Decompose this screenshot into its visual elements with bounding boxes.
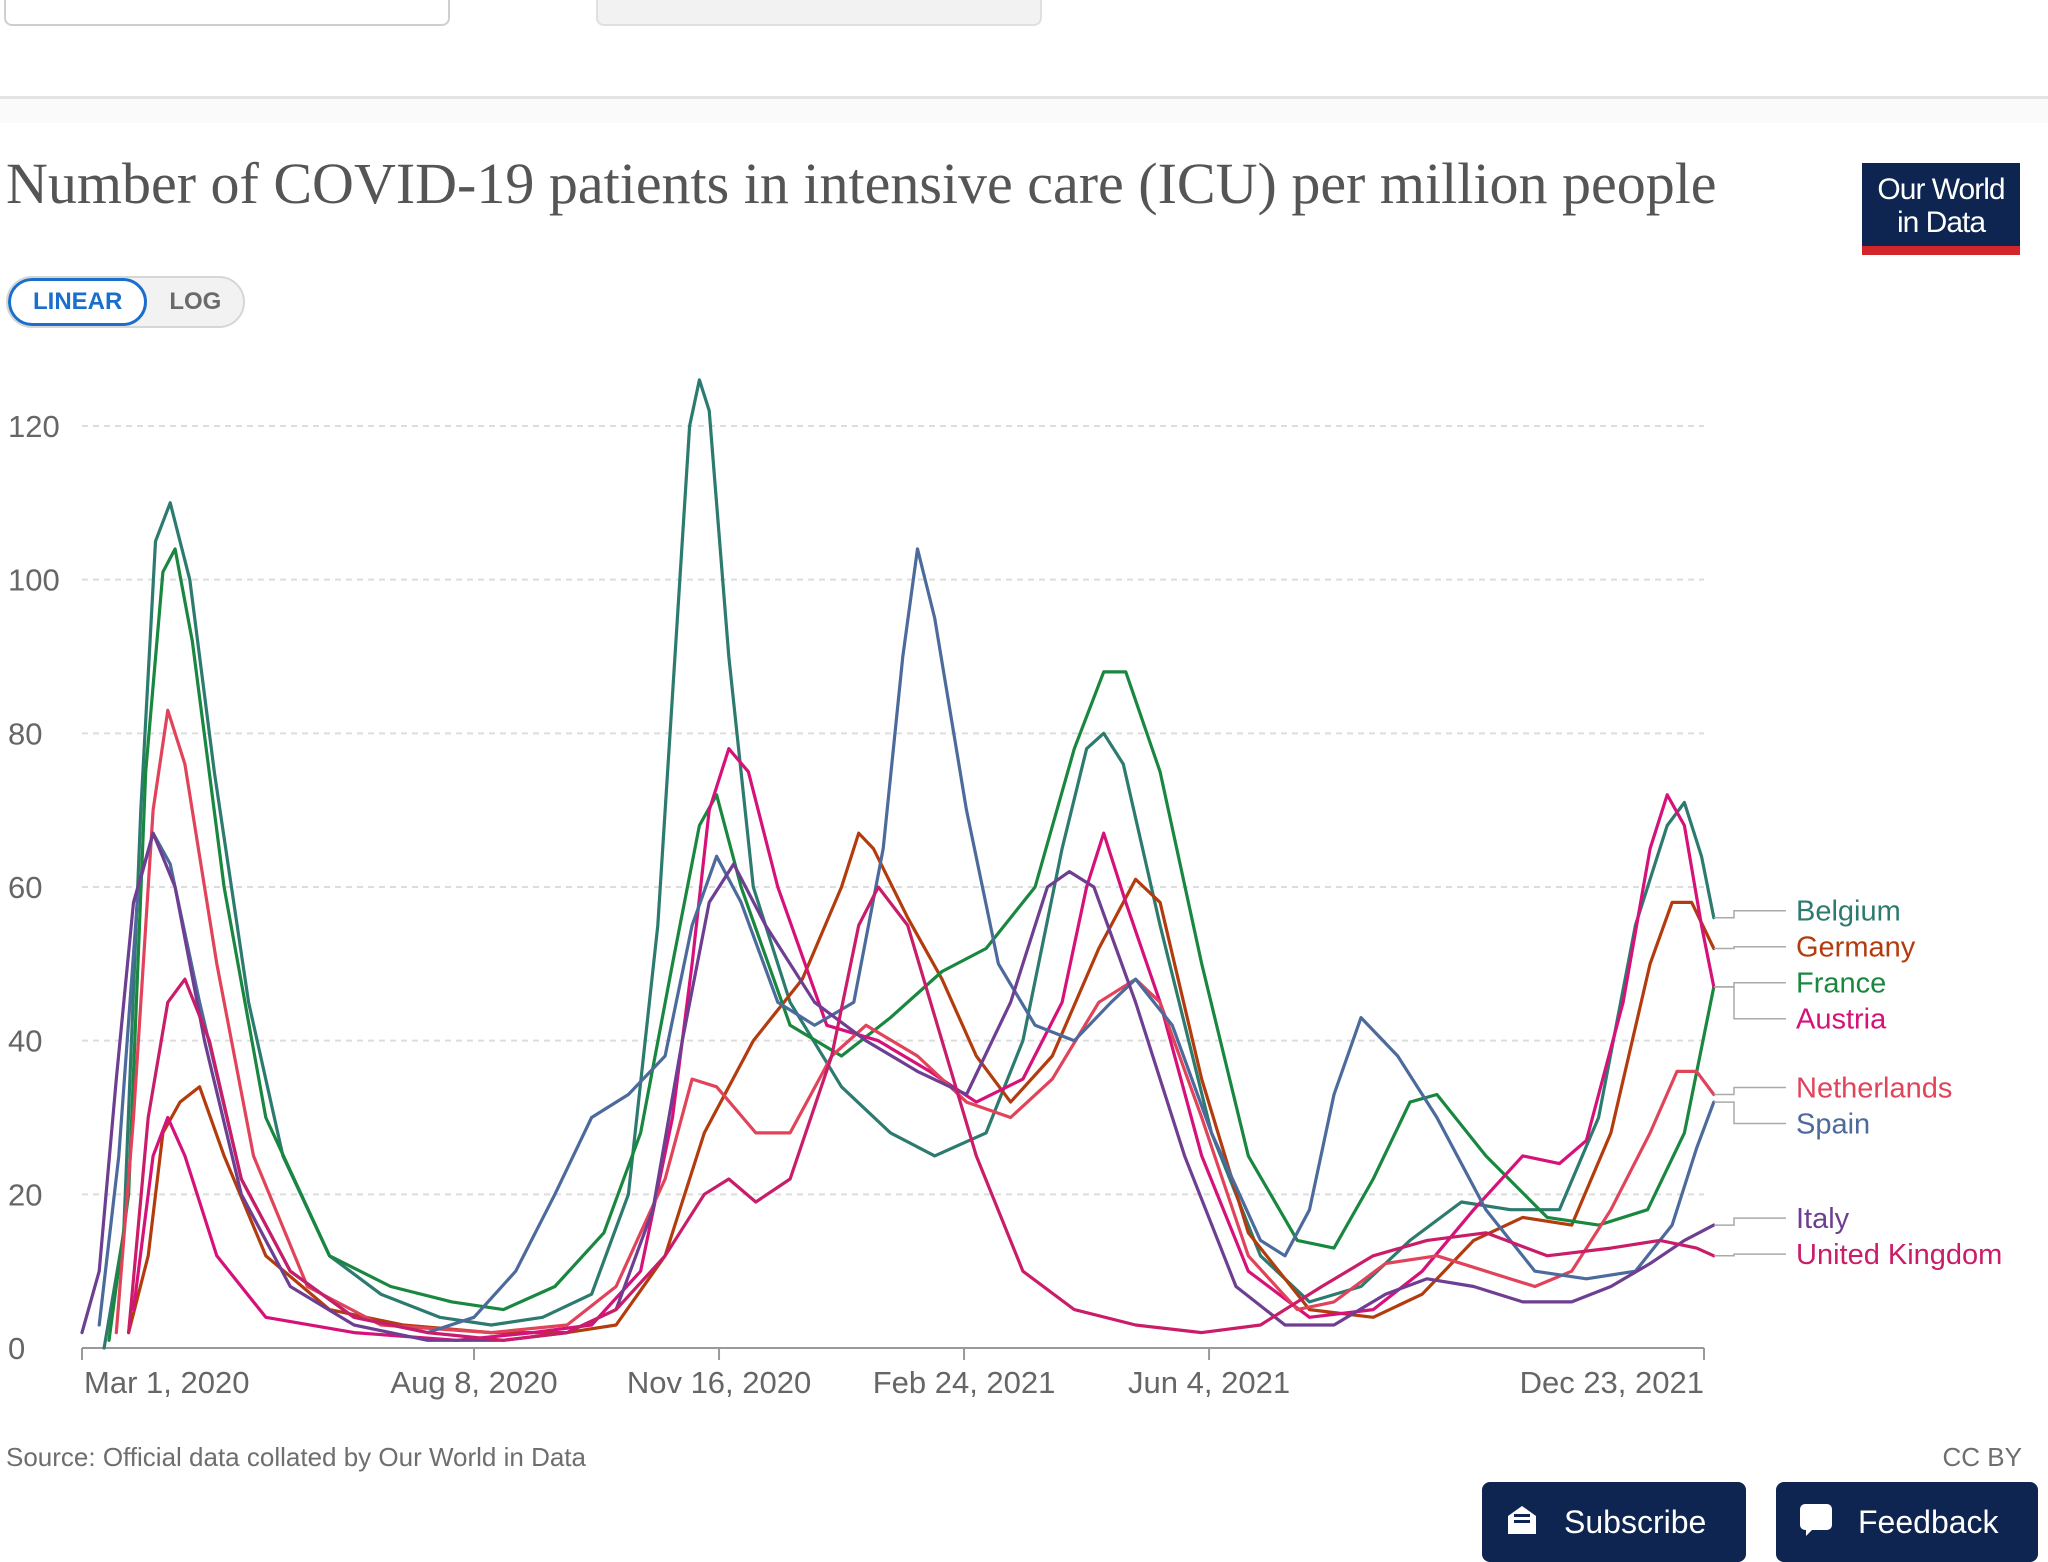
legend-connector [1714,986,1786,1020]
owid-logo[interactable]: Our World in Data [1862,163,2020,255]
timeline-select-field[interactable] [596,0,1042,26]
license-link[interactable]: CC BY [1942,1442,2022,1472]
series-line-belgium [102,378,1716,1350]
y-tick-label: 0 [8,1331,25,1366]
section-divider [0,99,2048,123]
legend-connector [1714,1101,1786,1125]
legend-connector [1714,1253,1786,1257]
legend-connector [1714,1086,1786,1096]
x-tick-label: Nov 16, 2020 [627,1365,811,1400]
legend-connector [1714,909,1786,919]
feedback-button[interactable]: Feedback [1776,1482,2038,1562]
series-line-spain [97,547,1716,1335]
subscribe-button[interactable]: Subscribe [1482,1482,1746,1562]
source-note: Source: Official data collated by Our Wo… [6,1442,586,1472]
line-chart: 0 20 40 60 80 100 120 Mar 1, 2020 Aug 8, 2020 Nov… [8,378,2002,1400]
y-tick-label: 40 [8,1024,42,1059]
y-tick-label: 120 [8,409,60,444]
legend-connector [1714,1217,1786,1226]
series-line-austria [131,747,1716,1342]
logo-line-2: in Data [1896,206,1986,239]
entity-select-field[interactable] [4,0,450,26]
y-tick-label: 80 [8,716,42,751]
legend-label-italy: Italy [1796,1203,1850,1235]
series-line-netherlands [114,708,1716,1335]
legend-label-united-kingdom: United Kingdom [1796,1239,2002,1271]
x-tick-label: Aug 8, 2020 [390,1365,557,1400]
envelope-icon [1508,1506,1536,1534]
x-tick-label: Jun 4, 2021 [1128,1365,1290,1400]
series-line-united-kingdom [127,885,1716,1342]
scale-toggle: LINEAR LOG [6,276,246,328]
x-tick-label: Mar 1, 2020 [84,1365,249,1400]
top-controls-bar [0,0,2048,99]
legend-label-spain: Spain [1796,1108,1870,1140]
y-tick-label: 60 [8,870,42,905]
chart-title: Number of COVID-19 patients in intensive… [6,151,1717,216]
feedback-label: Feedback [1858,1504,1999,1540]
legend-label-netherlands: Netherlands [1796,1072,1952,1104]
linear-scale-button[interactable]: LINEAR [8,278,148,326]
logo-line-1: Our World [1877,173,2005,206]
x-tick-label: Dec 23, 2021 [1520,1365,1704,1400]
legend-label-austria: Austria [1796,1004,1887,1036]
y-tick-label: 100 [8,563,60,598]
series-line-germany [127,831,1716,1335]
legend-connector [1714,945,1786,950]
log-scale-button[interactable]: LOG [169,288,222,315]
legend-label-germany: Germany [1796,932,1916,964]
legend-label-france: France [1796,968,1886,1000]
y-tick-label: 20 [8,1177,42,1212]
subscribe-label: Subscribe [1564,1504,1707,1540]
legend-label-belgium: Belgium [1796,896,1901,928]
series-line-france [107,547,1716,1342]
speech-bubble-icon [1800,1504,1832,1536]
x-tick-label: Feb 24, 2021 [873,1365,1056,1400]
series-line-italy [80,831,1716,1342]
